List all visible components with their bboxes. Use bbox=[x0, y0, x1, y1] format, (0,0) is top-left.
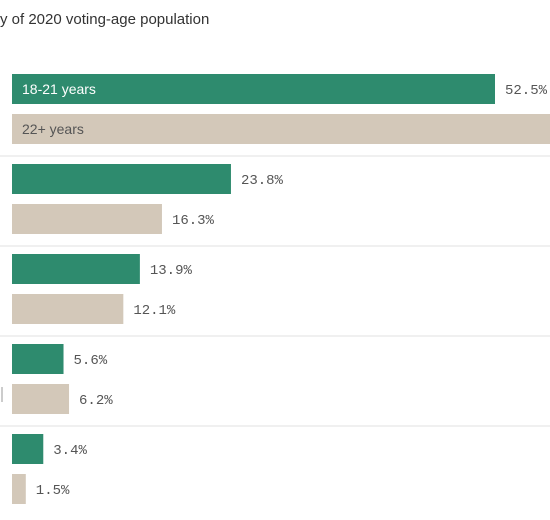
bar-22-plus bbox=[12, 384, 70, 414]
value-label: 3.4% bbox=[53, 443, 87, 459]
value-label: 52.5% bbox=[505, 83, 548, 99]
bar-18-21 bbox=[12, 434, 44, 464]
value-label: 12.1% bbox=[133, 303, 176, 319]
value-label: 6.2% bbox=[79, 393, 113, 409]
bar-22-plus bbox=[12, 294, 124, 324]
chart-subtitle: y of 2020 voting-age population bbox=[0, 11, 210, 28]
value-label: 16.3% bbox=[172, 213, 215, 229]
series-label: 22+ years bbox=[22, 121, 84, 137]
bar-22-plus bbox=[12, 114, 550, 144]
bar-22-plus bbox=[12, 204, 162, 234]
value-label: 23.8% bbox=[241, 173, 284, 189]
series-label: 18-21 years bbox=[22, 81, 96, 97]
bar-18-21 bbox=[12, 254, 140, 284]
value-label: 5.6% bbox=[74, 353, 108, 369]
bar-18-21 bbox=[12, 344, 64, 374]
value-label: 13.9% bbox=[150, 263, 193, 279]
value-label: 1.5% bbox=[36, 483, 70, 499]
bar-18-21 bbox=[12, 164, 231, 194]
bar-22-plus bbox=[12, 474, 26, 504]
bar-18-21 bbox=[12, 74, 495, 104]
